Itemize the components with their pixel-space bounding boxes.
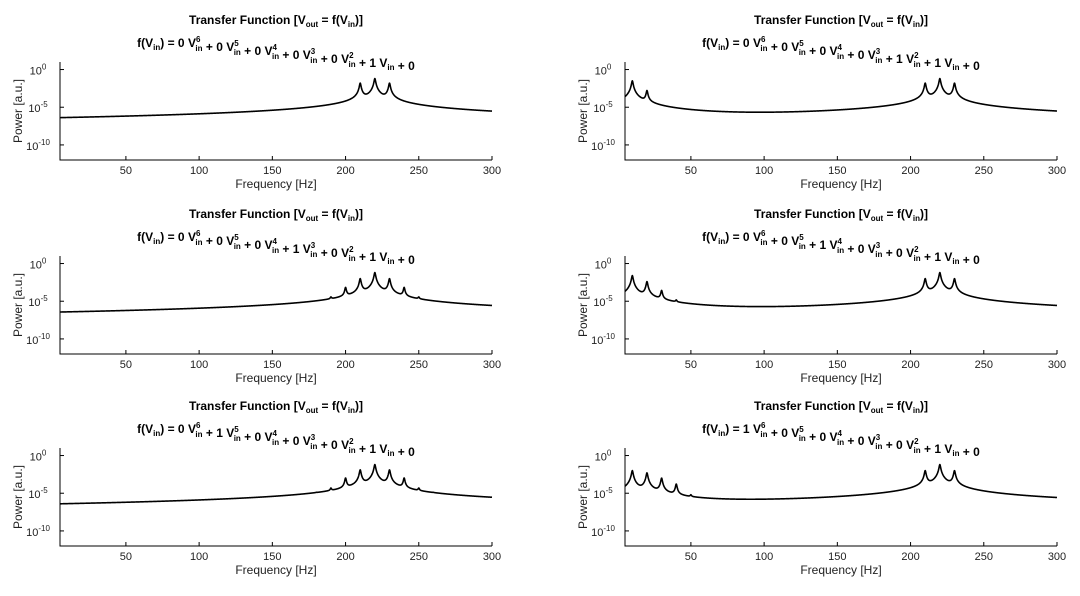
- axes-frame: [624, 256, 1057, 355]
- y-tick-label: 10-5: [593, 100, 613, 115]
- chart-title: Transfer Function [Vout = f(Vin)]: [754, 207, 928, 223]
- x-axis-label: Frequency [Hz]: [800, 563, 881, 577]
- power-spectrum-line: [624, 271, 1058, 308]
- y-tick-label: 10-5: [593, 486, 613, 501]
- x-tick-label: 250: [975, 359, 993, 371]
- x-axis-label: Frequency [Hz]: [800, 177, 881, 191]
- y-tick-label: 100: [30, 63, 47, 78]
- chart-panel-6: Transfer Function [Vout = f(Vin)] f(Vin) …: [576, 399, 1066, 577]
- x-tick-label: 300: [483, 359, 501, 371]
- x-axis-label: Frequency [Hz]: [235, 371, 316, 385]
- axes-frame: [59, 62, 492, 161]
- y-tick-label: 10-5: [28, 294, 48, 309]
- x-tick-label: 300: [1048, 551, 1066, 563]
- y-axis-label: Power [a.u.]: [576, 465, 590, 529]
- y-tick-label: 10-10: [26, 138, 50, 153]
- x-tick-label: 100: [190, 551, 208, 563]
- y-axis-label: Power [a.u.]: [11, 465, 25, 529]
- x-tick-label: 100: [755, 165, 773, 177]
- x-tick-label: 150: [828, 165, 846, 177]
- x-tick-label: 50: [685, 359, 697, 371]
- chart-equation: f(Vin) = 1 V6 in + 0 V5 in + 0 V4 in + 0 V3…: [702, 421, 980, 459]
- x-tick-label: 250: [975, 165, 993, 177]
- x-tick-label: 50: [120, 165, 132, 177]
- chart-panel-2: Transfer Function [Vout = f(Vin)] f(Vin) …: [576, 13, 1066, 191]
- x-tick-label: 150: [828, 551, 846, 563]
- chart-equation: f(Vin) = 0 V6 in + 1 V5 in + 0 V4 in + 0 V3…: [137, 421, 415, 459]
- chart-title: Transfer Function [Vout = f(Vin)]: [189, 207, 363, 223]
- x-tick-label: 300: [1048, 359, 1066, 371]
- x-tick-label: 100: [190, 359, 208, 371]
- chart-panel-5: Transfer Function [Vout = f(Vin)] f(Vin) …: [11, 399, 501, 577]
- chart-panel-3: Transfer Function [Vout = f(Vin)] f(Vin) …: [11, 207, 501, 385]
- x-tick-label: 150: [828, 359, 846, 371]
- x-tick-label: 50: [120, 551, 132, 563]
- x-axis-label: Frequency [Hz]: [235, 563, 316, 577]
- x-axis-label: Frequency [Hz]: [235, 177, 316, 191]
- chart-equation: f(Vin) = 0 V6 in + 0 V5 in + 0 V4 in + 0 V3…: [137, 35, 415, 73]
- chart-title: Transfer Function [Vout = f(Vin)]: [189, 13, 363, 29]
- chart-title: Transfer Function [Vout = f(Vin)]: [754, 399, 928, 415]
- y-tick-label: 10-10: [591, 524, 615, 539]
- x-tick-label: 200: [336, 359, 354, 371]
- x-tick-label: 100: [190, 165, 208, 177]
- x-tick-label: 250: [410, 165, 428, 177]
- chart-equation: f(Vin) = 0 V6 in + 0 V5 in + 0 V4 in + 1 V3…: [137, 229, 415, 267]
- x-axis-label: Frequency [Hz]: [800, 371, 881, 385]
- chart-equation: f(Vin) = 0 V6 in + 0 V5 in + 1 V4 in + 0 V3…: [702, 229, 980, 267]
- x-tick-label: 300: [483, 165, 501, 177]
- power-spectrum-line: [624, 463, 1058, 501]
- chart-title: Transfer Function [Vout = f(Vin)]: [754, 13, 928, 29]
- x-tick-label: 150: [263, 165, 281, 177]
- y-tick-label: 100: [595, 257, 612, 272]
- chart-panel-4: Transfer Function [Vout = f(Vin)] f(Vin) …: [576, 207, 1066, 385]
- x-tick-label: 50: [685, 165, 697, 177]
- x-tick-label: 300: [483, 551, 501, 563]
- y-axis-label: Power [a.u.]: [11, 79, 25, 143]
- x-tick-label: 200: [901, 551, 919, 563]
- chart-panel-1: Transfer Function [Vout = f(Vin)] f(Vin) …: [11, 13, 501, 191]
- power-spectrum-line: [624, 77, 1058, 114]
- x-tick-label: 150: [263, 359, 281, 371]
- power-spectrum-line: [59, 463, 493, 505]
- y-tick-label: 100: [595, 449, 612, 464]
- x-tick-label: 300: [1048, 165, 1066, 177]
- x-tick-label: 200: [336, 551, 354, 563]
- axes-frame: [624, 62, 1057, 161]
- x-tick-label: 100: [755, 359, 773, 371]
- y-tick-label: 10-5: [593, 294, 613, 309]
- chart-title: Transfer Function [Vout = f(Vin)]: [189, 399, 363, 415]
- x-tick-label: 250: [975, 551, 993, 563]
- y-axis-label: Power [a.u.]: [576, 79, 590, 143]
- x-tick-label: 250: [410, 551, 428, 563]
- chart-equation: f(Vin) = 0 V6 in + 0 V5 in + 0 V4 in + 0 V3…: [702, 35, 980, 73]
- x-tick-label: 200: [901, 359, 919, 371]
- y-tick-label: 10-5: [28, 486, 48, 501]
- x-tick-label: 150: [263, 551, 281, 563]
- y-axis-label: Power [a.u.]: [11, 273, 25, 337]
- y-tick-label: 100: [30, 257, 47, 272]
- power-spectrum-line: [59, 77, 493, 119]
- x-tick-label: 200: [336, 165, 354, 177]
- y-tick-label: 10-10: [591, 138, 615, 153]
- x-tick-label: 50: [685, 551, 697, 563]
- x-tick-label: 100: [755, 551, 773, 563]
- axes-frame: [59, 256, 492, 355]
- y-tick-label: 10-10: [26, 524, 50, 539]
- x-tick-label: 200: [901, 165, 919, 177]
- x-tick-label: 250: [410, 359, 428, 371]
- y-axis-label: Power [a.u.]: [576, 273, 590, 337]
- axes-frame: [624, 448, 1057, 547]
- y-tick-label: 10-10: [591, 332, 615, 347]
- y-tick-label: 100: [595, 63, 612, 78]
- y-tick-label: 10-10: [26, 332, 50, 347]
- y-tick-label: 10-5: [28, 100, 48, 115]
- y-tick-label: 100: [30, 449, 47, 464]
- axes-frame: [59, 448, 492, 547]
- x-tick-label: 50: [120, 359, 132, 371]
- power-spectrum-line: [59, 271, 493, 313]
